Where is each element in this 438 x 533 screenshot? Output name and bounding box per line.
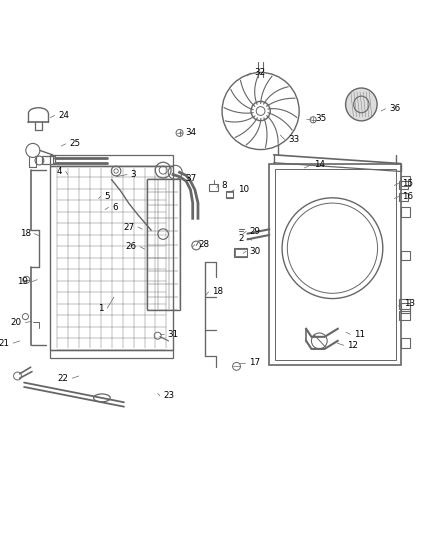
Bar xyxy=(235,249,247,256)
Text: 31: 31 xyxy=(168,330,179,339)
Bar xyxy=(147,179,180,310)
Ellipse shape xyxy=(346,88,377,121)
Text: 17: 17 xyxy=(249,358,260,367)
Text: 30: 30 xyxy=(250,247,261,256)
Text: 5: 5 xyxy=(104,192,110,201)
Text: 23: 23 xyxy=(163,391,174,400)
Text: 10: 10 xyxy=(238,185,249,195)
Text: 28: 28 xyxy=(198,240,209,249)
Text: 6: 6 xyxy=(112,203,118,212)
Bar xyxy=(50,166,173,350)
Bar xyxy=(401,303,410,313)
Bar xyxy=(226,192,233,197)
Text: 12: 12 xyxy=(347,341,358,350)
Text: 26: 26 xyxy=(126,243,137,251)
Text: 25: 25 xyxy=(69,139,80,148)
Bar xyxy=(399,300,410,309)
Text: 37: 37 xyxy=(185,174,197,182)
Text: 11: 11 xyxy=(354,330,365,339)
Text: 19: 19 xyxy=(17,277,28,286)
Bar xyxy=(50,155,173,166)
Text: 13: 13 xyxy=(404,299,415,308)
Text: 8: 8 xyxy=(221,181,227,190)
Text: 24: 24 xyxy=(58,111,69,120)
Text: 33: 33 xyxy=(288,135,300,144)
Text: 36: 36 xyxy=(389,104,400,114)
Bar xyxy=(275,169,396,360)
Text: 27: 27 xyxy=(124,223,134,231)
Bar xyxy=(399,181,408,189)
Bar xyxy=(226,191,233,198)
Text: 15: 15 xyxy=(402,179,413,188)
Text: 32: 32 xyxy=(254,68,265,77)
Text: 1: 1 xyxy=(98,304,104,313)
Text: 21: 21 xyxy=(0,338,10,348)
Text: 20: 20 xyxy=(11,318,22,327)
Bar xyxy=(209,184,218,191)
Bar xyxy=(42,156,55,164)
Text: 18: 18 xyxy=(212,287,223,296)
Text: 16: 16 xyxy=(402,192,413,201)
Text: 14: 14 xyxy=(314,160,325,169)
Bar xyxy=(50,350,173,359)
Bar xyxy=(269,164,401,365)
Text: 35: 35 xyxy=(315,115,327,124)
Text: 2: 2 xyxy=(238,233,244,243)
Bar xyxy=(234,248,247,257)
Text: 18: 18 xyxy=(20,229,31,238)
Bar xyxy=(401,207,410,216)
Text: 4: 4 xyxy=(57,167,62,176)
Text: 34: 34 xyxy=(185,127,196,136)
Text: 22: 22 xyxy=(58,374,69,383)
Bar xyxy=(401,251,410,260)
Bar xyxy=(401,338,410,348)
Text: 29: 29 xyxy=(250,227,261,236)
Bar xyxy=(401,176,410,186)
Bar xyxy=(399,311,410,320)
Bar xyxy=(399,193,408,201)
Text: 3: 3 xyxy=(131,170,136,179)
